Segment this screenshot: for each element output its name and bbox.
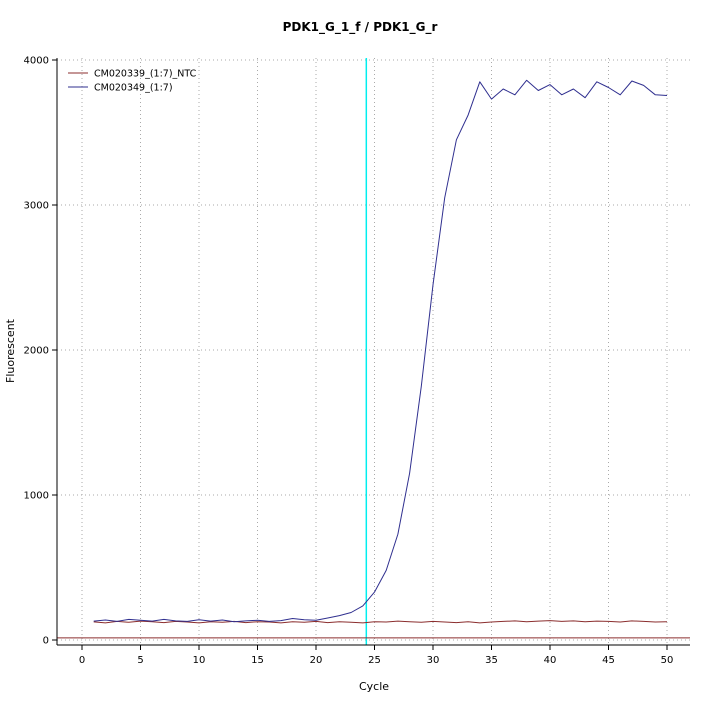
annotation-lines [57, 58, 690, 645]
x-tick-label: 30 [427, 655, 440, 666]
y-tick-label: 2000 [24, 346, 49, 357]
x-tick-label: 10 [193, 655, 206, 666]
legend-label: CM020349_(1:7) [94, 83, 173, 94]
legend-label: CM020339_(1:7)_NTC [94, 69, 197, 80]
y-tick-label: 3000 [24, 201, 49, 212]
x-tick-label: 40 [544, 655, 557, 666]
y-tick-label: 0 [43, 636, 49, 647]
x-tick-label: 20 [310, 655, 323, 666]
x-tick-label: 15 [251, 655, 264, 666]
x-tick-label: 25 [368, 655, 381, 666]
x-axis-label: Cycle [359, 680, 389, 693]
x-tick-label: 0 [79, 655, 85, 666]
legend: CM020339_(1:7)_NTC CM020349_(1:7) [68, 69, 197, 94]
chart-title: PDK1_G_1_f / PDK1_G_r [283, 20, 438, 35]
y-axis-label: Fluorescent [4, 318, 17, 383]
x-tick-label: 45 [602, 655, 615, 666]
x-tick-label: 5 [137, 655, 143, 666]
series-lines [93, 79, 668, 624]
y-tick-label: 1000 [24, 491, 49, 502]
axes: 0 5 10 15 20 25 30 35 40 45 50 0 1000 2000 3000 4000 [24, 56, 690, 666]
grid-lines [57, 58, 690, 645]
x-tick-label: 35 [485, 655, 498, 666]
series-line-CM020339_(1:7)_NTC [93, 620, 668, 624]
y-tick-label: 4000 [24, 56, 49, 67]
x-tick-label: 50 [661, 655, 674, 666]
series-line-CM020349_(1:7) [93, 79, 668, 623]
